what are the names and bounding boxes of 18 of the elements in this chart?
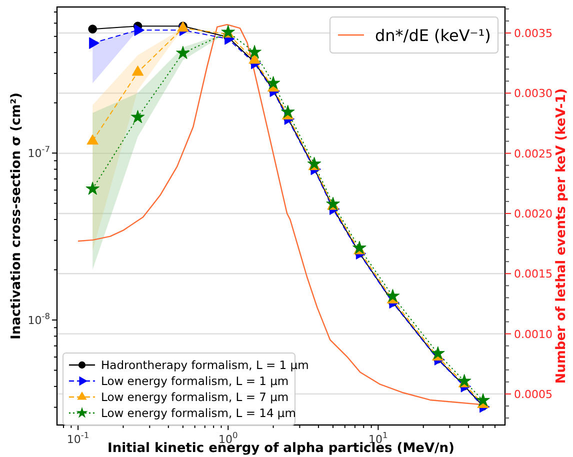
legend-label: Low energy formalism, L = 14 µm bbox=[101, 406, 296, 420]
x-tick-label: 10$^{-1}$ bbox=[66, 430, 90, 446]
y-axis-title: Inactivation cross-section σ (cm²) bbox=[9, 92, 24, 340]
y2-tick-label: 0.0030 bbox=[514, 87, 552, 100]
y2-tick-label: 0.0010 bbox=[514, 328, 552, 341]
y2-tick-label: 0.0005 bbox=[514, 388, 552, 401]
y2-axis-title: Number of lethal events per keV (keV-1) bbox=[554, 88, 569, 384]
y2-tick-label: 0.0025 bbox=[514, 147, 552, 160]
y2-tick-label: 0.0035 bbox=[514, 26, 552, 40]
y2-tick-label: 0.0015 bbox=[514, 268, 552, 281]
y2-tick-label: 0.0020 bbox=[514, 207, 552, 220]
y-tick-label: 10$^{-7}$ bbox=[28, 144, 50, 160]
legend-label: dn*/dE (keV⁻¹) bbox=[375, 26, 491, 45]
x-tick-label: 10$^{0}$ bbox=[218, 430, 238, 446]
legend-label: Low energy formalism, L = 1 µm bbox=[101, 374, 289, 388]
legend-label: Low energy formalism, L = 7 µm bbox=[101, 390, 289, 404]
y-tick-label: 10$^{-8}$ bbox=[28, 311, 50, 328]
legend-label: Hadrontherapy formalism, L = 1 µm bbox=[101, 358, 309, 372]
